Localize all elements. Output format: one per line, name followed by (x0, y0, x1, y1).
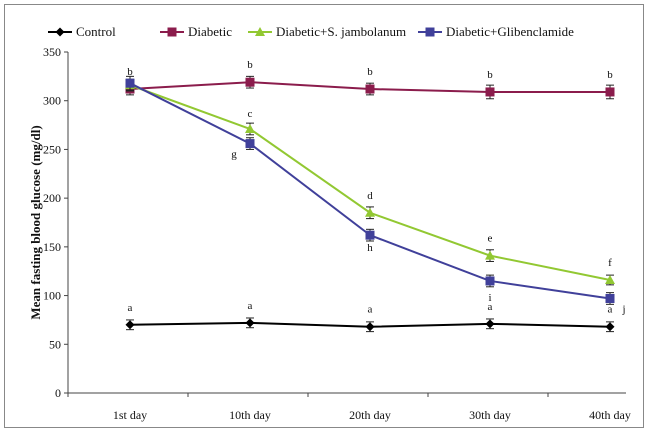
data-point (605, 87, 615, 97)
x-tick-label: 20th day (349, 408, 391, 422)
legend-item: Diabetic+Glibenclamide (418, 24, 574, 39)
chart-frame (4, 4, 644, 428)
significance-label: a (368, 304, 373, 316)
data-point (485, 276, 495, 286)
significance-label: a (488, 301, 493, 313)
legend-label: Control (76, 24, 116, 39)
data-point (365, 84, 375, 94)
y-tick-label: 250 (43, 142, 61, 156)
x-tick-label: 1st day (113, 408, 147, 422)
significance-label: a (128, 302, 133, 314)
legend-label: Diabetic (188, 24, 232, 39)
y-tick-label: 50 (49, 337, 61, 351)
significance-label: c (248, 108, 253, 120)
x-tick-label: 30th day (469, 408, 511, 422)
y-tick-label: 300 (43, 94, 61, 108)
legend-item: Diabetic (160, 24, 232, 39)
significance-label: g (231, 149, 237, 161)
significance-label: b (247, 59, 253, 71)
legend-label: Diabetic+Glibenclamide (446, 24, 574, 39)
data-point (485, 250, 495, 260)
significance-label: a (608, 304, 613, 316)
legend-marker (167, 27, 177, 37)
significance-label: a (248, 300, 253, 312)
legend-marker (255, 27, 265, 36)
significance-label: b (127, 66, 133, 78)
data-point (605, 322, 615, 332)
significance-label: e (488, 233, 493, 245)
data-point (245, 123, 255, 133)
data-point (605, 274, 615, 284)
data-point (365, 322, 375, 332)
data-point (245, 77, 255, 87)
legend-item: Diabetic+S. jambolanum (248, 24, 406, 39)
significance-label: b (487, 69, 493, 81)
x-ticks: 1st day 10th day 20th day 30th day 40th day (67, 393, 631, 422)
y-tick-label: 200 (43, 191, 61, 205)
x-tick-label: 10th day (229, 408, 271, 422)
data-point (365, 230, 375, 240)
significance-label: i (488, 292, 491, 304)
legend-marker (425, 27, 435, 37)
significance-label: f (608, 257, 612, 269)
series-layer: a a a a a b b b b b c d e f g h i j (125, 59, 626, 333)
data-point (245, 318, 255, 328)
significance-label: h (367, 242, 373, 254)
data-point (245, 139, 255, 149)
y-ticks: 0 50 100 150 200 250 300 350 (43, 45, 68, 400)
data-point (485, 87, 495, 97)
y-axis-label: Mean fasting blood glucose (mg/dl) (28, 125, 43, 319)
x-tick-label: 40th day (589, 408, 631, 422)
series-diabetic: bbb b b (125, 59, 615, 100)
data-point (125, 78, 135, 88)
series-diabetic-glibenclamide: g h i j (125, 75, 626, 315)
significance-label: b (607, 69, 613, 81)
significance-label: b (367, 66, 373, 78)
data-point (365, 207, 375, 217)
y-tick-label: 150 (43, 240, 61, 254)
legend-marker (55, 27, 65, 37)
data-point (125, 320, 135, 330)
legend-item: Control (48, 24, 116, 39)
y-tick-label: 0 (55, 386, 61, 400)
significance-label: d (367, 190, 373, 202)
y-tick-label: 350 (43, 45, 61, 59)
legend-label: Diabetic+S. jambolanum (276, 24, 406, 39)
axes (67, 52, 626, 394)
y-tick-label: 100 (43, 289, 61, 303)
data-point (485, 319, 495, 329)
data-point (605, 293, 615, 303)
significance-label: j (621, 303, 625, 315)
legend: Control Diabetic Diabetic+S. jambolanum Dia… (48, 24, 574, 39)
